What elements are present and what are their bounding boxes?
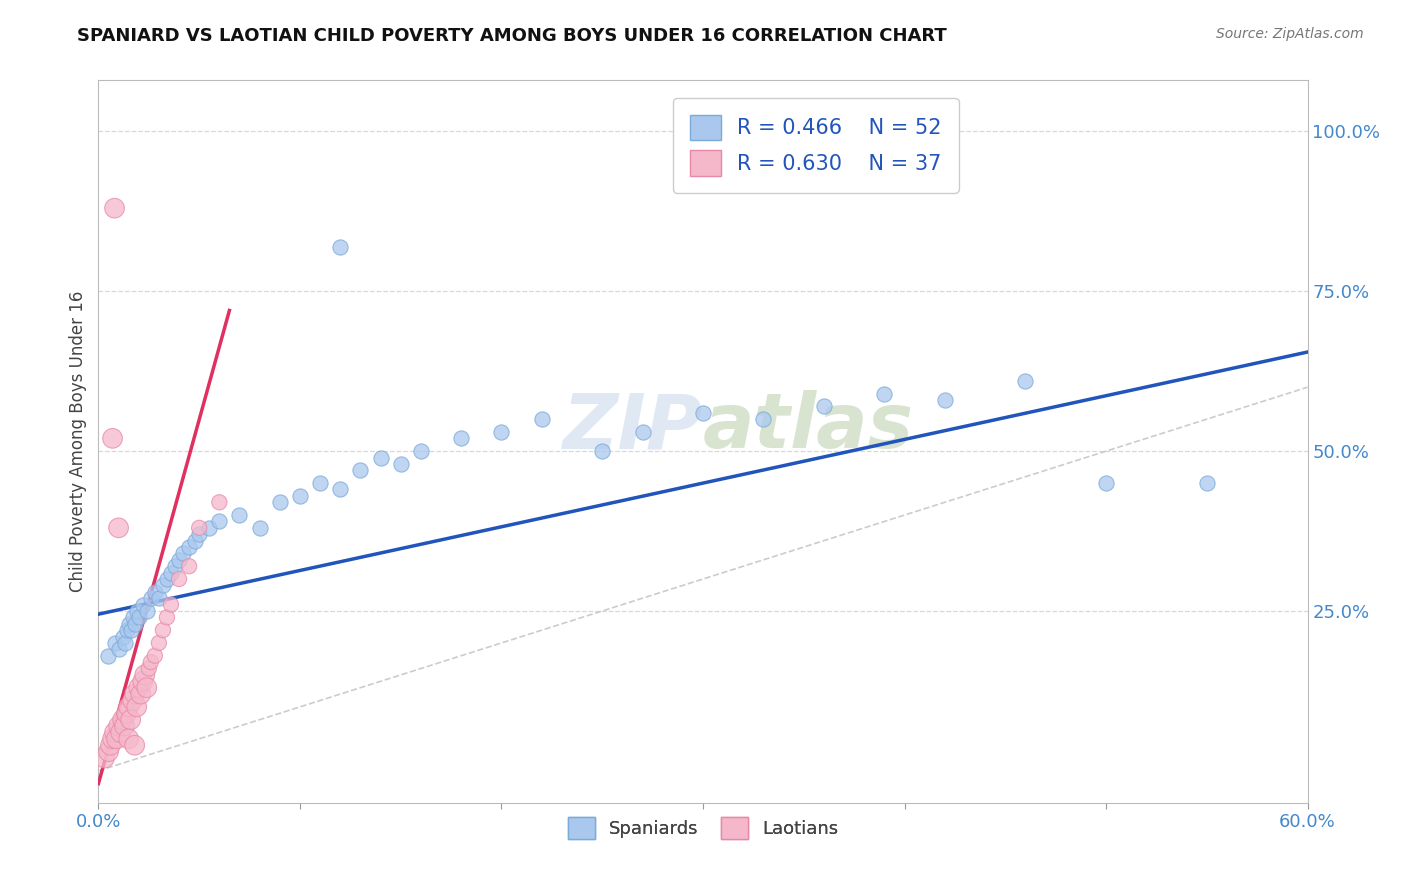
- Point: [111, 630, 134, 644]
- Point: [409, 444, 432, 458]
- Point: [107, 521, 129, 535]
- Point: [1014, 374, 1036, 388]
- Point: [188, 527, 211, 541]
- Point: [148, 591, 170, 606]
- Point: [309, 476, 332, 491]
- Point: [156, 610, 179, 624]
- Point: [124, 687, 146, 701]
- Point: [163, 559, 186, 574]
- Point: [97, 745, 120, 759]
- Point: [139, 591, 162, 606]
- Point: [121, 693, 143, 707]
- Point: [115, 623, 138, 637]
- Point: [124, 738, 146, 752]
- Point: [152, 578, 174, 592]
- Point: [530, 412, 553, 426]
- Text: atlas: atlas: [703, 390, 914, 464]
- Point: [329, 239, 352, 253]
- Point: [105, 731, 128, 746]
- Point: [143, 584, 166, 599]
- Point: [156, 572, 179, 586]
- Point: [813, 400, 835, 414]
- Point: [132, 598, 155, 612]
- Point: [450, 431, 472, 445]
- Point: [269, 495, 291, 509]
- Point: [591, 444, 613, 458]
- Point: [115, 706, 138, 721]
- Point: [114, 636, 136, 650]
- Point: [172, 546, 194, 560]
- Point: [107, 719, 129, 733]
- Point: [152, 623, 174, 637]
- Point: [128, 681, 150, 695]
- Point: [118, 616, 141, 631]
- Point: [148, 636, 170, 650]
- Point: [118, 731, 141, 746]
- Point: [188, 521, 211, 535]
- Point: [125, 604, 148, 618]
- Point: [114, 719, 136, 733]
- Point: [125, 699, 148, 714]
- Point: [160, 598, 183, 612]
- Text: SPANIARD VS LAOTIAN CHILD POVERTY AMONG BOYS UNDER 16 CORRELATION CHART: SPANIARD VS LAOTIAN CHILD POVERTY AMONG …: [77, 27, 948, 45]
- Point: [97, 648, 120, 663]
- Text: Source: ZipAtlas.com: Source: ZipAtlas.com: [1216, 27, 1364, 41]
- Point: [138, 661, 160, 675]
- Point: [752, 412, 775, 426]
- Point: [198, 521, 221, 535]
- Text: ZIP: ZIP: [564, 390, 703, 464]
- Point: [129, 687, 152, 701]
- Point: [139, 655, 162, 669]
- Point: [107, 642, 129, 657]
- Point: [1195, 476, 1218, 491]
- Point: [184, 533, 207, 548]
- Point: [491, 425, 513, 439]
- Point: [103, 636, 125, 650]
- Point: [120, 623, 142, 637]
- Point: [103, 725, 125, 739]
- Point: [179, 540, 201, 554]
- Point: [179, 559, 201, 574]
- Point: [167, 553, 190, 567]
- Point: [100, 738, 122, 752]
- Point: [111, 713, 134, 727]
- Point: [128, 610, 150, 624]
- Point: [208, 495, 231, 509]
- Point: [101, 431, 124, 445]
- Point: [934, 392, 956, 407]
- Point: [118, 699, 141, 714]
- Point: [1095, 476, 1118, 491]
- Legend: Spaniards, Laotians: Spaniards, Laotians: [558, 808, 848, 848]
- Point: [121, 610, 143, 624]
- Point: [143, 648, 166, 663]
- Point: [132, 674, 155, 689]
- Point: [135, 604, 157, 618]
- Point: [249, 521, 271, 535]
- Point: [692, 406, 714, 420]
- Point: [208, 515, 231, 529]
- Point: [103, 201, 125, 215]
- Point: [329, 483, 352, 497]
- Point: [288, 489, 311, 503]
- Point: [228, 508, 250, 522]
- Y-axis label: Child Poverty Among Boys Under 16: Child Poverty Among Boys Under 16: [69, 291, 87, 592]
- Point: [120, 713, 142, 727]
- Point: [873, 386, 896, 401]
- Point: [110, 725, 132, 739]
- Point: [160, 566, 183, 580]
- Point: [370, 450, 392, 465]
- Point: [93, 751, 115, 765]
- Point: [631, 425, 654, 439]
- Point: [167, 572, 190, 586]
- Point: [134, 668, 156, 682]
- Point: [389, 457, 412, 471]
- Point: [349, 463, 371, 477]
- Point: [101, 731, 124, 746]
- Point: [135, 681, 157, 695]
- Point: [124, 616, 146, 631]
